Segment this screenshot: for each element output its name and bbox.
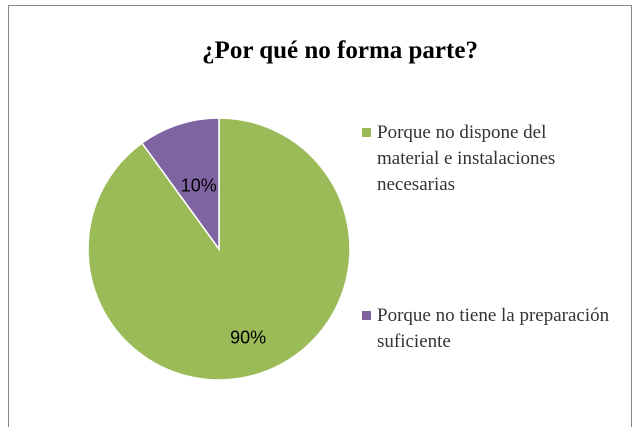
legend-swatch xyxy=(362,128,371,137)
pie-slice xyxy=(140,117,220,252)
legend-item: Porque no dispone del material e instala… xyxy=(362,120,632,198)
data-label: 90% xyxy=(230,327,266,347)
legend-label: Porque no tiene la preparación suficient… xyxy=(377,305,610,352)
legend-item: Porque no tiene la preparación suficient… xyxy=(362,303,632,355)
legend-label: Porque no dispone del material e instala… xyxy=(377,122,556,195)
chart-title: ¿Por qué no forma parte? xyxy=(202,37,478,64)
legend-swatch xyxy=(362,311,371,320)
data-label: 10% xyxy=(181,175,217,195)
